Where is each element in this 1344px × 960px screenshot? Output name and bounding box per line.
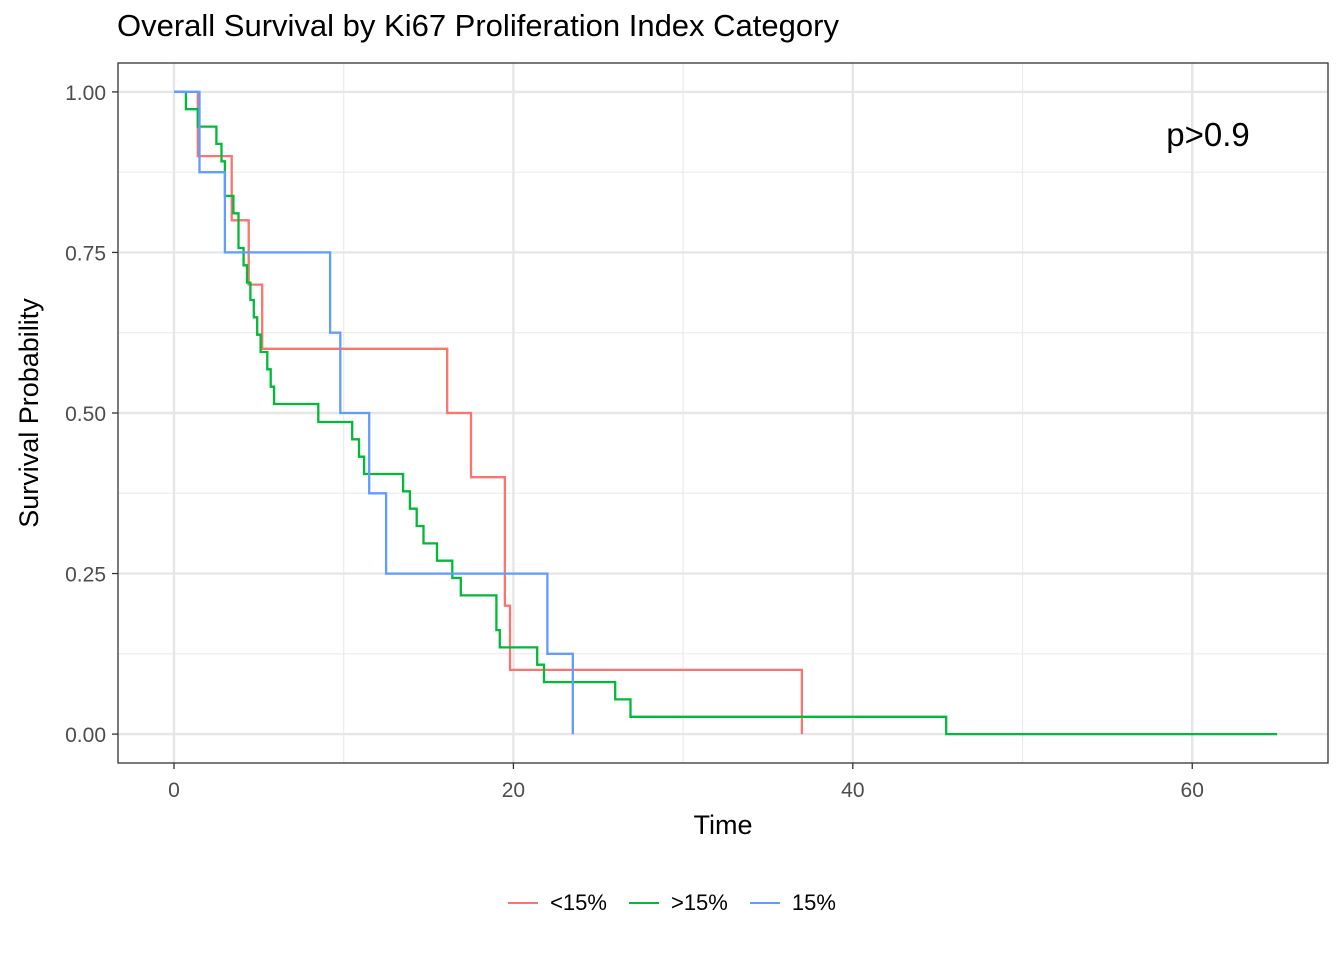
- legend-item: <15%: [508, 890, 607, 916]
- legend-label: >15%: [670, 890, 728, 915]
- survival-plot: 0 20 40 60 0.000.250.500.751.00 p>0.9 Time …: [14, 62, 1329, 840]
- legend-label: 15%: [791, 890, 836, 915]
- x-tick-label: 20: [502, 779, 525, 802]
- series-line: [174, 90, 574, 735]
- series-lines: [174, 90, 1278, 736]
- legend-key: [628, 902, 659, 904]
- x-axis: 0 20 40 60: [168, 763, 1204, 802]
- x-tick-label: 0: [168, 779, 180, 802]
- legend-label: <15%: [550, 890, 607, 915]
- x-tick-label: 40: [841, 779, 864, 802]
- y-tick-label: 0.25: [65, 564, 106, 587]
- y-tick-label: 0.50: [65, 403, 106, 426]
- x-tick-label: 60: [1181, 779, 1204, 802]
- series-line: [174, 90, 804, 735]
- legend-key: [749, 902, 780, 904]
- x-axis-title: Time: [694, 810, 753, 840]
- y-tick-label: 1.00: [65, 82, 106, 105]
- legend-key: [508, 902, 539, 904]
- y-tick-label: 0.75: [65, 242, 106, 265]
- legend: <15% >15% 15%: [0, 890, 1344, 916]
- y-tick-label: 0.00: [65, 724, 106, 747]
- series-line: [174, 90, 1278, 736]
- y-axis: 0.00 0.25 0.50 0.75 1.00: [65, 82, 118, 747]
- chart-title: Overall Survival by Ki67 Proliferation I…: [117, 8, 839, 43]
- y-axis-title: Survival Probability: [14, 298, 44, 528]
- legend-item: >15%: [628, 890, 728, 916]
- legend-item: 15%: [749, 890, 836, 916]
- p-value-annotation: p>0.9: [1166, 116, 1250, 153]
